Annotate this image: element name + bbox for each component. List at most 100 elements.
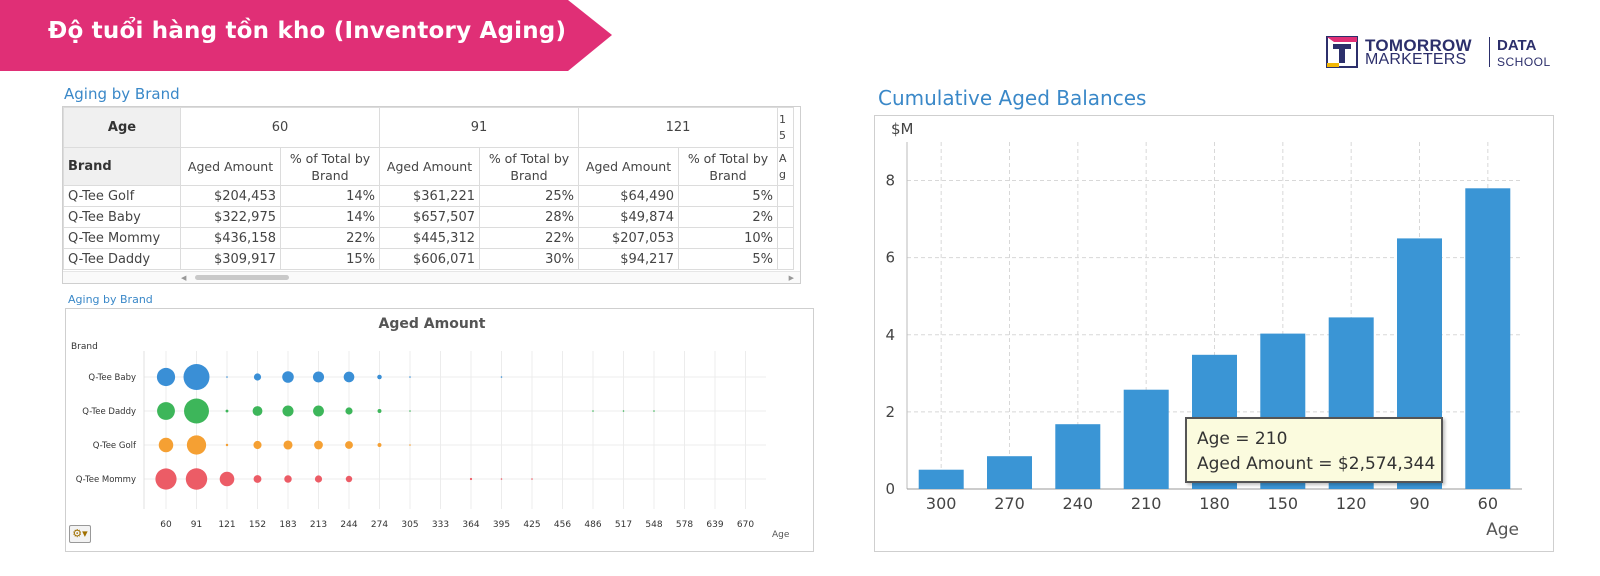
y-axis-label: Brand bbox=[71, 342, 98, 352]
bar[interactable] bbox=[1055, 424, 1101, 489]
bubble-point[interactable] bbox=[252, 406, 263, 416]
bar[interactable] bbox=[918, 469, 964, 489]
y-tick-label: Q-Tee Baby bbox=[88, 373, 136, 383]
age-group-header[interactable]: 91 bbox=[379, 107, 579, 148]
bubble-point[interactable] bbox=[531, 478, 533, 480]
value-cell: $657,507 bbox=[379, 206, 480, 228]
bubble-point[interactable] bbox=[284, 475, 292, 483]
bubble-point[interactable] bbox=[156, 367, 176, 387]
bubble-point[interactable] bbox=[185, 468, 208, 490]
bubble-point[interactable] bbox=[186, 435, 207, 455]
scroll-left-arrow-icon[interactable]: ◀ bbox=[181, 274, 187, 282]
bar[interactable] bbox=[987, 456, 1032, 489]
y-tick-label: Q-Tee Daddy bbox=[82, 407, 136, 417]
bubble-point[interactable] bbox=[653, 410, 655, 412]
value-cell: 22% bbox=[280, 227, 380, 249]
bubble-point[interactable] bbox=[314, 475, 323, 483]
truncated-char: g bbox=[779, 167, 786, 181]
bubble-chart: Aged Amount Brand Age Q-Tee Baby Q-Tee Da… bbox=[71, 316, 790, 540]
bubble-point[interactable] bbox=[225, 443, 229, 447]
bubble-point[interactable] bbox=[282, 371, 294, 383]
bubble-point[interactable] bbox=[312, 371, 325, 383]
bubble-point[interactable] bbox=[158, 437, 174, 453]
bubble-point[interactable] bbox=[253, 440, 262, 450]
x-tick-label: 120 bbox=[1336, 494, 1367, 513]
bubble-point[interactable] bbox=[283, 440, 293, 450]
bubble-point[interactable] bbox=[184, 398, 209, 424]
value-cell: $606,071 bbox=[379, 248, 480, 270]
chart-options-gear-icon[interactable]: ⚙▾ bbox=[69, 525, 91, 543]
bubble-point[interactable] bbox=[157, 402, 175, 420]
bubble-point[interactable] bbox=[225, 409, 229, 413]
bubble-point[interactable] bbox=[409, 410, 411, 412]
column-header-pct-total[interactable]: % of Total by Brand bbox=[479, 147, 579, 186]
column-header-pct-total[interactable]: % of Total by Brand bbox=[280, 147, 380, 186]
bar-chart-panel: $M Age 0 2 4 6 8 300 270 240 210 180 150 120 90 60 A… bbox=[874, 115, 1554, 552]
x-tick-label: 333 bbox=[432, 520, 449, 530]
bubble-point[interactable] bbox=[345, 441, 353, 449]
x-tick-label: 244 bbox=[340, 520, 357, 530]
x-tick-label: 364 bbox=[462, 520, 479, 530]
bubble-point[interactable] bbox=[313, 405, 324, 417]
bubble-point[interactable] bbox=[409, 444, 411, 446]
column-header-aged-amount[interactable]: Aged Amount bbox=[180, 147, 281, 186]
bubble-point[interactable] bbox=[469, 477, 473, 481]
x-tick-label: 548 bbox=[645, 520, 662, 530]
tooltip-age-line: Age = 210 bbox=[1197, 429, 1288, 449]
bubble-point[interactable] bbox=[226, 376, 228, 378]
x-tick-label: 300 bbox=[926, 494, 957, 513]
logo-text-marketers: MARKETERS bbox=[1365, 51, 1467, 68]
scrollbar-thumb[interactable] bbox=[195, 275, 289, 280]
brand-cell: Q-Tee Mommy bbox=[63, 227, 181, 249]
x-tick-label: 395 bbox=[493, 520, 510, 530]
bubble-point[interactable] bbox=[343, 371, 355, 383]
bubble-point[interactable] bbox=[377, 409, 382, 413]
bar-tooltip: Age = 210 Aged Amount = $2,574,344 bbox=[1185, 417, 1443, 483]
y-tick-label: Q-Tee Golf bbox=[93, 441, 137, 451]
value-cell: $49,874 bbox=[578, 206, 679, 228]
bubble-point[interactable] bbox=[282, 405, 294, 417]
bubble-point[interactable] bbox=[345, 407, 353, 415]
table-horizontal-scrollbar[interactable]: ◀ ▶ bbox=[63, 271, 800, 283]
bubble-point[interactable] bbox=[622, 410, 625, 412]
bar[interactable] bbox=[1465, 188, 1511, 490]
bubble-point[interactable] bbox=[409, 376, 411, 378]
bubble-point[interactable] bbox=[500, 478, 503, 480]
value-cell: 5% bbox=[678, 185, 778, 207]
bubble-point[interactable] bbox=[253, 475, 262, 483]
bubble-point[interactable] bbox=[314, 440, 323, 450]
bubble-point[interactable] bbox=[345, 475, 353, 483]
logo-mark-icon bbox=[1326, 36, 1358, 68]
age-group-header[interactable]: 60 bbox=[180, 107, 380, 148]
bubble-point[interactable] bbox=[219, 471, 235, 487]
brand-cell: Q-Tee Daddy bbox=[63, 248, 181, 270]
scroll-right-arrow-icon[interactable]: ▶ bbox=[788, 274, 794, 282]
x-tick-label: 180 bbox=[1199, 494, 1230, 513]
bubble-point[interactable] bbox=[377, 443, 382, 447]
bubble-point[interactable] bbox=[183, 364, 210, 390]
table-row: Q-Tee Daddy $309,917 15% $606,071 30% $9… bbox=[63, 248, 794, 270]
y-tick-label: 8 bbox=[885, 172, 895, 190]
bubble-point[interactable] bbox=[377, 374, 382, 380]
value-cell: 14% bbox=[280, 185, 380, 207]
column-header-aged-amount[interactable]: Aged Amount bbox=[379, 147, 480, 186]
column-header-aged-amount[interactable]: Aged Amount bbox=[578, 147, 679, 186]
bubble-point[interactable] bbox=[500, 376, 503, 378]
bubble-point[interactable] bbox=[155, 468, 177, 490]
bubble-point[interactable] bbox=[592, 410, 594, 412]
table-row: Q-Tee Mommy $436,158 22% $445,312 22% $2… bbox=[63, 227, 794, 249]
x-tick-label: 578 bbox=[676, 520, 693, 530]
bubble-point[interactable] bbox=[253, 373, 262, 381]
value-cell: 5% bbox=[678, 248, 778, 270]
column-header-pct-total[interactable]: % of Total by Brand bbox=[678, 147, 778, 186]
age-group-header[interactable]: 121 bbox=[578, 107, 778, 148]
bar[interactable] bbox=[1123, 389, 1169, 489]
x-tick-label: 670 bbox=[737, 520, 754, 530]
value-cell: $204,453 bbox=[180, 185, 281, 207]
y-axis-unit-label: $M bbox=[891, 120, 914, 138]
page-title: Độ tuổi hàng tồn kho (Inventory Aging) bbox=[48, 18, 567, 44]
x-tick-label: 90 bbox=[1409, 494, 1429, 513]
